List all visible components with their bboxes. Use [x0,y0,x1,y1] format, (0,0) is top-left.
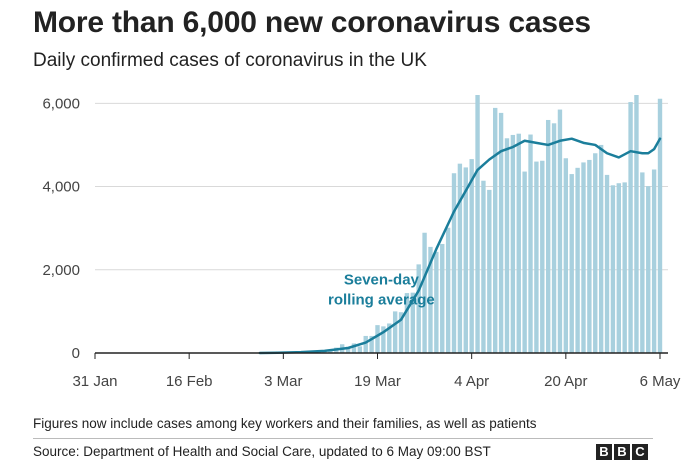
daily-cases-bar [534,161,539,353]
footnote: Figures now include cases among key work… [33,416,537,431]
y-tick-label: 2,000 [42,262,80,279]
daily-cases-bar [363,335,368,353]
daily-cases-bar [646,186,651,353]
daily-cases-bar [545,119,551,353]
daily-cases-bar [628,102,633,354]
daily-cases-bar [440,243,445,353]
bbc-logo-letter: C [632,444,648,460]
daily-cases-bar [487,189,492,353]
line-annotation-label: rolling average [328,291,435,308]
y-tick-label: 6,000 [42,95,80,112]
daily-cases-bar [398,312,404,353]
daily-cases-bar [457,163,463,353]
daily-cases-bar [510,134,516,353]
y-tick-label: 4,000 [42,179,80,196]
x-tick-label: 31 Jan [72,373,117,390]
daily-cases-bar [651,169,657,353]
daily-cases-bar [381,326,386,353]
daily-cases-bar [557,109,563,353]
daily-cases-bar [610,185,616,353]
daily-cases-bar [593,153,598,353]
daily-cases-bar [410,292,416,353]
chart-title: More than 6,000 new coronavirus cases [33,6,591,39]
daily-cases-bar [416,264,421,353]
cases-chart: 0 2,000 4,000 6,000 31 Jan 16 Feb 3 Mar 19 Mar 4… [42,95,681,390]
daily-cases-bar [351,343,357,353]
daily-cases-bar [657,98,663,353]
daily-cases-bar [516,133,521,353]
daily-cases-bar [357,346,363,353]
daily-cases-bar [404,293,410,353]
daily-cases-bar [481,180,486,353]
daily-cases-bar [451,173,457,353]
daily-cases-bar [463,167,468,353]
daily-cases-bar [498,112,504,353]
daily-cases-bar [387,323,392,353]
daily-cases-bar [604,174,610,353]
daily-cases-bar [540,160,545,353]
daily-cases-bar [581,162,586,353]
bbc-logo-letter: B [614,444,630,460]
chart-subtitle: Daily confirmed cases of coronavirus in … [33,50,427,71]
footer-divider [33,438,653,439]
rolling-average-line [258,137,662,355]
x-tick-label: 16 Feb [166,373,213,390]
daily-cases-bar [375,325,380,353]
daily-cases-bar [575,167,580,353]
daily-cases-bar [563,158,569,353]
x-tick-label: 4 Apr [454,373,489,390]
x-tick-label: 3 Mar [264,373,302,390]
daily-cases-bar [622,182,627,353]
line-annotation-label: Seven-day [344,271,420,288]
daily-cases-bar [616,183,621,353]
x-tick-label: 6 May [640,373,681,390]
daily-cases-bar [434,251,439,353]
bbc-logo-letter: B [596,444,612,460]
daily-cases-bar [504,138,510,353]
source-note: Source: Department of Health and Social … [33,444,491,459]
daily-cases-bar [640,172,645,353]
bbc-logo: B B C [596,444,648,460]
daily-cases-bar [551,123,557,353]
daily-cases-bar [528,134,533,353]
y-tick-label: 0 [72,345,80,362]
daily-cases-bar [392,311,398,353]
daily-cases-bar [587,159,592,353]
x-tick-label: 19 Mar [354,373,401,390]
daily-cases-bar [634,95,639,353]
daily-cases-bar [428,246,433,353]
daily-cases-bar [369,335,374,353]
daily-cases-bar [345,346,351,353]
daily-cases-bar [469,159,474,353]
daily-cases-bar [569,174,574,353]
daily-cases-bar [522,171,527,353]
daily-cases-bar [475,95,480,353]
daily-cases-bar [422,232,427,353]
x-tick-label: 20 Apr [544,373,587,390]
daily-cases-bar [598,144,604,353]
daily-cases-bar [445,227,451,353]
daily-cases-bar [493,107,498,354]
